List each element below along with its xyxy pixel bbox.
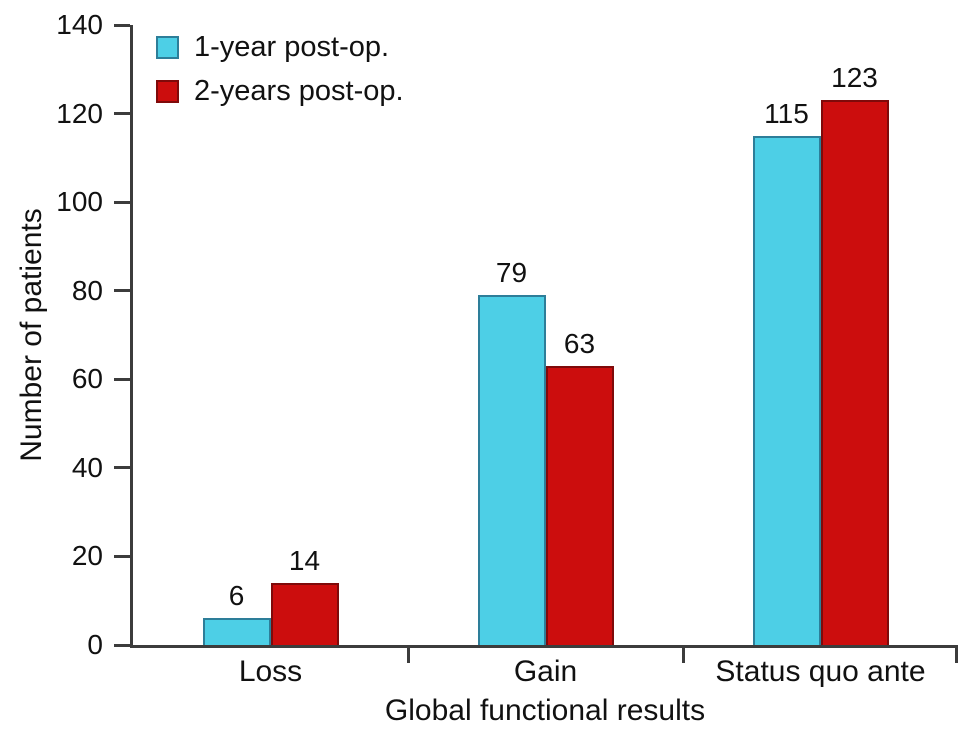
category-label-loss: Loss: [238, 655, 303, 688]
legend-entry-2: 2-years post-op.: [156, 77, 404, 106]
x-axis-title: Global functional results: [384, 694, 706, 727]
legend-label: 2-years post-op.: [194, 75, 404, 107]
y-axis-title: Number of patients: [15, 208, 48, 462]
y-tick-label: 100: [56, 186, 103, 218]
bar-loss-series2: [270, 583, 339, 645]
y-tick-label: 0: [87, 629, 103, 660]
bar-value-label: 14: [288, 545, 321, 576]
y-tick-label: 80: [71, 274, 103, 306]
y-tick-label: 120: [56, 97, 103, 129]
legend-swatch-cyan: [156, 36, 179, 59]
y-tick-label: 140: [56, 9, 103, 40]
legend-label: 1-year post-op.: [194, 31, 390, 63]
bar-value-label: 115: [764, 97, 809, 129]
bar-status-quo-ante-series1: [752, 135, 821, 645]
bar-value-label: 79: [495, 257, 528, 289]
bar-status-quo-ante-series2: [820, 100, 889, 645]
y-axis-tick: [114, 289, 130, 293]
y-axis-tick: [114, 554, 130, 558]
y-tick-label: 40: [71, 451, 103, 483]
y-tick-label: 20: [71, 540, 103, 572]
category-label-gain: Gain: [513, 655, 578, 688]
bar-value-label: 123: [831, 62, 878, 94]
y-tick-label: 60: [71, 363, 103, 395]
y-axis-tick: [114, 23, 130, 27]
bar-loss-series1: [202, 618, 271, 645]
x-axis-tick: [681, 645, 685, 663]
x-axis-tick: [406, 645, 410, 663]
y-axis-tick: [114, 377, 130, 381]
y-axis-tick: [114, 112, 130, 116]
legend: 1-year post-op. 2-years post-op.: [156, 33, 404, 106]
category-label-status-quo-ante: Status quo ante: [715, 655, 926, 688]
y-axis-tick: [114, 466, 130, 470]
y-axis-tick: [114, 643, 130, 647]
bar-value-label: 63: [563, 328, 596, 359]
legend-swatch-red: [156, 80, 179, 103]
x-axis-tick: [955, 645, 958, 663]
bar-gain-series2: [545, 366, 614, 645]
plot-area: 0 20 40 60 80 100 120 140 6 14 Loss 79 63 Gain 115 123 S…: [56, 10, 958, 687]
legend-entry-1: 1-year post-op.: [156, 33, 404, 62]
bar-value-label: 6: [228, 580, 245, 612]
y-axis-tick: [114, 200, 130, 204]
bar-gain-series1: [477, 295, 546, 645]
